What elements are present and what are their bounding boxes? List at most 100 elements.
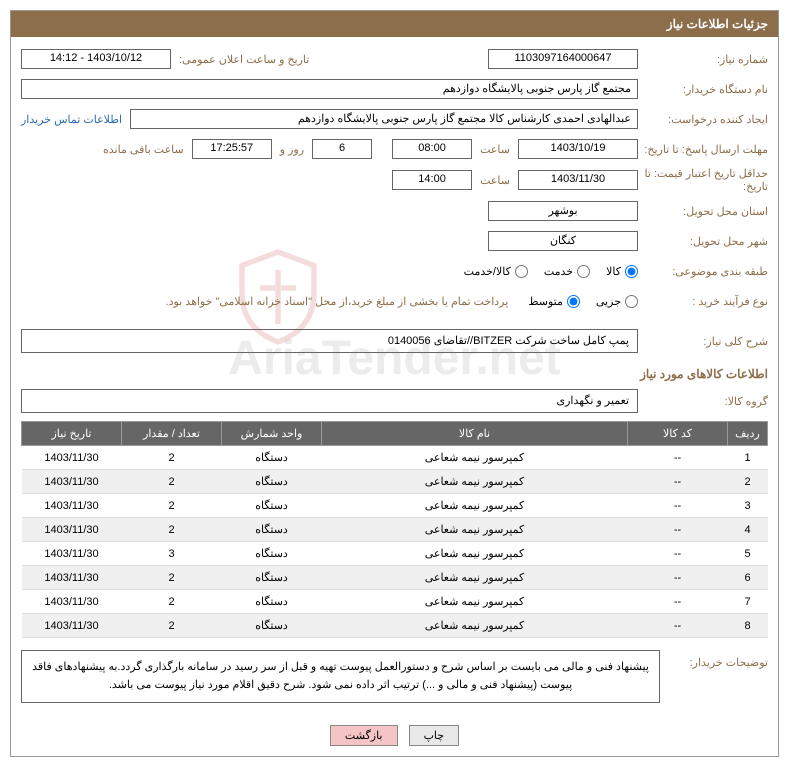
table-cell: دستگاه — [222, 518, 322, 542]
table-cell: دستگاه — [222, 470, 322, 494]
cat-goods-label: کالا — [606, 265, 621, 278]
table-cell: -- — [628, 590, 728, 614]
cat-goods-radio[interactable] — [625, 265, 638, 278]
days-and-label: روز و — [272, 143, 312, 156]
table-cell: -- — [628, 542, 728, 566]
purchase-type-radios: جزیی متوسط — [528, 295, 638, 308]
table-cell: 4 — [728, 518, 768, 542]
table-cell: کمپرسور نیمه شعاعی — [322, 518, 628, 542]
pt-small-radio[interactable] — [625, 295, 638, 308]
deadline-date: 1403/10/19 — [518, 139, 638, 159]
table-cell: 1403/11/30 — [22, 590, 122, 614]
province-value: بوشهر — [488, 201, 638, 221]
requester-value: عبدالهادی احمدی کارشناس کالا مجتمع گاز پ… — [130, 109, 638, 129]
table-cell: 8 — [728, 614, 768, 638]
table-cell: کمپرسور نیمه شعاعی — [322, 566, 628, 590]
table-cell: دستگاه — [222, 446, 322, 470]
th-code: کد کالا — [628, 422, 728, 446]
table-cell: 3 — [122, 542, 222, 566]
th-unit: واحد شمارش — [222, 422, 322, 446]
table-cell: 1403/11/30 — [22, 494, 122, 518]
table-cell: 5 — [728, 542, 768, 566]
table-cell: کمپرسور نیمه شعاعی — [322, 446, 628, 470]
table-cell: 2 — [122, 518, 222, 542]
cat-both-option[interactable]: کالا/خدمت — [464, 265, 528, 278]
validity-label: حداقل تاریخ اعتبار قیمت: تا تاریخ: — [638, 167, 768, 193]
validity-time: 14:00 — [392, 170, 472, 190]
table-cell: 2 — [728, 470, 768, 494]
table-cell: 2 — [122, 566, 222, 590]
table-cell: دستگاه — [222, 590, 322, 614]
table-cell: کمپرسور نیمه شعاعی — [322, 470, 628, 494]
city-label: شهر محل تحویل: — [638, 235, 768, 248]
table-cell: دستگاه — [222, 542, 322, 566]
general-desc-value: پمپ کامل ساخت شرکت BITZER//تقاضای 014005… — [21, 329, 638, 353]
panel-title: جزئیات اطلاعات نیاز — [11, 11, 778, 37]
contact-link[interactable]: اطلاعات تماس خریدار — [21, 113, 122, 126]
table-cell: 3 — [728, 494, 768, 518]
th-qty: تعداد / مقدار — [122, 422, 222, 446]
table-cell: کمپرسور نیمه شعاعی — [322, 494, 628, 518]
table-row: 8--کمپرسور نیمه شعاعیدستگاه21403/11/30 — [22, 614, 768, 638]
remaining-label: ساعت باقی مانده — [95, 143, 192, 156]
deadline-time-label: ساعت — [472, 143, 518, 156]
buyer-note-label: توضیحات خریدار: — [668, 650, 768, 703]
table-cell: 7 — [728, 590, 768, 614]
table-cell: -- — [628, 446, 728, 470]
table-cell: 6 — [728, 566, 768, 590]
table-row: 1--کمپرسور نیمه شعاعیدستگاه21403/11/30 — [22, 446, 768, 470]
table-cell: 2 — [122, 590, 222, 614]
th-row: ردیف — [728, 422, 768, 446]
goods-table: ردیف کد کالا نام کالا واحد شمارش تعداد /… — [21, 421, 768, 638]
buyer-note-text: پیشنهاد فنی و مالی می بایست بر اساس شرح … — [21, 650, 660, 703]
requester-label: ایجاد کننده درخواست: — [638, 113, 768, 126]
purchase-note: پرداخت تمام یا بخشی از مبلغ خرید،از محل … — [166, 295, 509, 308]
print-button[interactable]: چاپ — [409, 725, 460, 746]
category-radios: کالا خدمت کالا/خدمت — [464, 265, 638, 278]
purchase-type-label: نوع فرآیند خرید : — [638, 295, 768, 308]
deadline-time: 08:00 — [392, 139, 472, 159]
cat-both-label: کالا/خدمت — [464, 265, 511, 278]
table-cell: 1403/11/30 — [22, 542, 122, 566]
cat-service-option[interactable]: خدمت — [544, 265, 590, 278]
cat-service-radio[interactable] — [577, 265, 590, 278]
table-cell: -- — [628, 518, 728, 542]
cat-both-radio[interactable] — [515, 265, 528, 278]
days-remaining: 6 — [312, 139, 372, 159]
pt-small-label: جزیی — [596, 295, 621, 308]
general-desc-label: شرح کلی نیاز: — [638, 335, 768, 348]
table-cell: -- — [628, 614, 728, 638]
pt-medium-radio[interactable] — [567, 295, 580, 308]
back-button[interactable]: بازگشت — [330, 725, 398, 746]
pt-medium-option[interactable]: متوسط — [528, 295, 580, 308]
table-row: 3--کمپرسور نیمه شعاعیدستگاه21403/11/30 — [22, 494, 768, 518]
table-cell: 1403/11/30 — [22, 614, 122, 638]
table-cell: -- — [628, 494, 728, 518]
pt-small-option[interactable]: جزیی — [596, 295, 638, 308]
table-cell: -- — [628, 566, 728, 590]
table-cell: 1 — [728, 446, 768, 470]
table-cell: دستگاه — [222, 614, 322, 638]
announce-value: 1403/10/12 - 14:12 — [21, 49, 171, 69]
goods-group-value: تعمیر و نگهداری — [21, 389, 638, 413]
validity-time-label: ساعت — [472, 174, 518, 187]
table-row: 6--کمپرسور نیمه شعاعیدستگاه21403/11/30 — [22, 566, 768, 590]
th-name: نام کالا — [322, 422, 628, 446]
table-cell: 1403/11/30 — [22, 470, 122, 494]
detail-panel: جزئیات اطلاعات نیاز AriaTender.net شماره… — [10, 10, 779, 757]
validity-date: 1403/11/30 — [518, 170, 638, 190]
table-cell: 1403/11/30 — [22, 518, 122, 542]
cat-goods-option[interactable]: کالا — [606, 265, 638, 278]
table-cell: 1403/11/30 — [22, 566, 122, 590]
deadline-label: مهلت ارسال پاسخ: تا تاریخ: — [638, 143, 768, 156]
table-row: 5--کمپرسور نیمه شعاعیدستگاه31403/11/30 — [22, 542, 768, 566]
category-label: طبقه بندی موضوعی: — [638, 265, 768, 278]
th-date: تاریخ نیاز — [22, 422, 122, 446]
table-cell: کمپرسور نیمه شعاعی — [322, 614, 628, 638]
goods-group-label: گروه کالا: — [638, 395, 768, 408]
table-cell: دستگاه — [222, 566, 322, 590]
footer-buttons: چاپ بازگشت — [21, 717, 768, 746]
buyer-org-value: مجتمع گاز پارس جنوبی پالایشگاه دوازدهم — [21, 79, 638, 99]
need-no-value: 1103097164000647 — [488, 49, 638, 69]
need-no-label: شماره نیاز: — [638, 53, 768, 66]
